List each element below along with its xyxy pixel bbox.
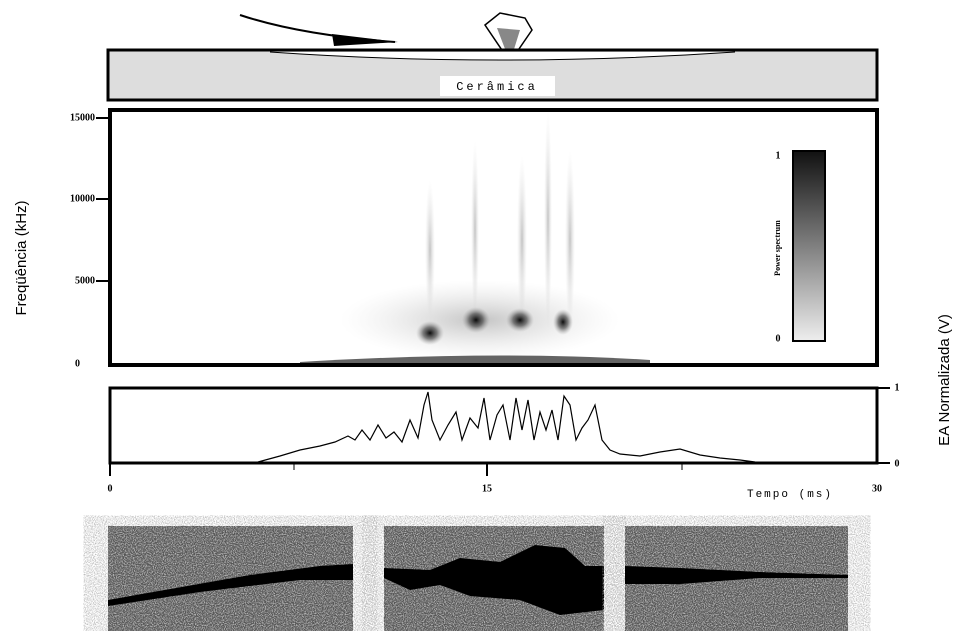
x-tick-label: 0 [108, 483, 113, 494]
streak [471, 140, 479, 320]
blob [506, 308, 534, 332]
y-tick-label: 10000 [70, 193, 95, 204]
crack [384, 545, 604, 615]
colorbar-top: 1 [776, 150, 781, 161]
crack [108, 564, 353, 606]
base-band [300, 355, 650, 363]
label-box [440, 76, 555, 96]
blob [416, 321, 444, 345]
y-tick-label: 5000 [75, 275, 95, 286]
crack [625, 566, 848, 584]
y2-axis-label: EA Normalizada (V) [936, 314, 953, 446]
streak [565, 150, 575, 330]
groove [269, 51, 736, 61]
colorbar [792, 150, 826, 342]
streak [517, 155, 527, 325]
motion-arrow [239, 14, 396, 43]
waveform [257, 391, 756, 463]
colorbar-label: Power spectrum [773, 220, 782, 276]
y2-tick-label: 0 [895, 458, 900, 469]
micrograph [384, 526, 604, 631]
streak [544, 110, 552, 330]
y-tick-label: 0 [75, 358, 80, 369]
streak [425, 180, 435, 320]
y2-tick-label: 1 [895, 382, 900, 393]
spectrogram-content [300, 110, 650, 363]
colorbar-bottom: 0 [776, 333, 781, 344]
y-tick-label: 15000 [70, 112, 95, 123]
arrow-head [332, 34, 398, 46]
indenter-face [497, 28, 520, 62]
y-axis-label: Freqüência (kHz) [13, 200, 30, 315]
blob [553, 309, 573, 335]
spectrogram-yticks: 15000 10000 5000 0 [70, 112, 110, 369]
material-label: Cerâmica [456, 80, 538, 94]
micrograph [625, 526, 848, 631]
x-tick-label: 30 [872, 483, 882, 494]
blob [462, 307, 490, 333]
micrograph [108, 526, 353, 631]
x-axis-label: Tempo (ms) [747, 489, 833, 501]
x-tick-label: 15 [482, 483, 492, 494]
